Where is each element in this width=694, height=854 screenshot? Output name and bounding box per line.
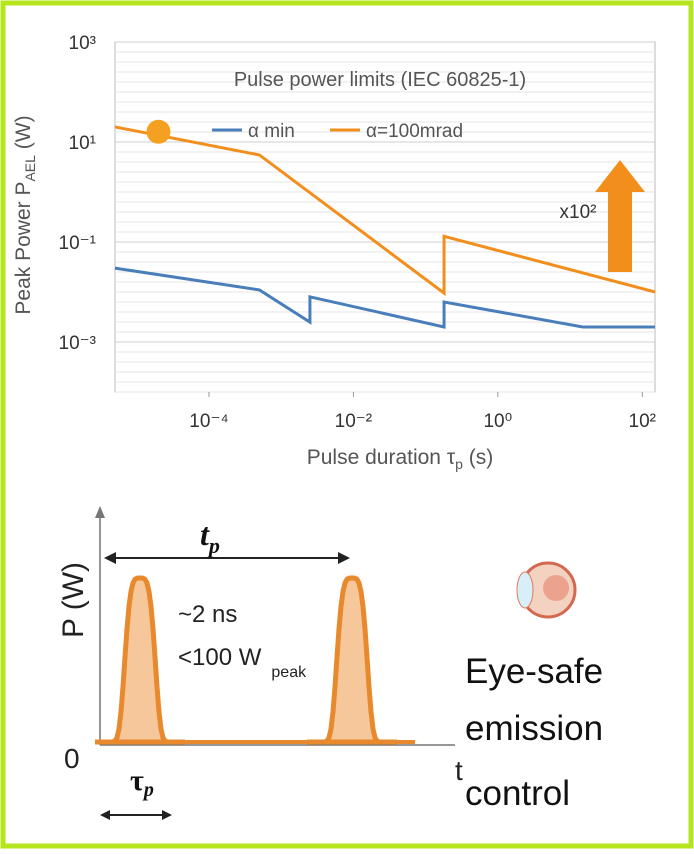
marker — [146, 119, 171, 144]
caption-line: Eye-safe — [465, 652, 603, 691]
x-tick-label: 10⁰ — [483, 411, 512, 432]
pulse-width: ~2 ns — [178, 601, 237, 628]
arrow-head — [100, 810, 110, 820]
annotation: x10² — [560, 202, 597, 223]
caption-line: emission — [465, 709, 603, 748]
x-label-end: (s) — [463, 446, 493, 469]
pulse-diagram: tp P (W) ~2 ns <100 Wpeak 0 t τp Eye-saf… — [57, 506, 603, 820]
y-label-text: Peak Power P — [12, 182, 35, 315]
retina — [543, 575, 569, 601]
grid — [115, 41, 655, 397]
width-sub: p — [142, 779, 154, 801]
period-label: tp — [200, 516, 220, 558]
x-tick-label: 10⁻⁴ — [189, 411, 228, 432]
plot — [114, 119, 656, 329]
period-text: t — [200, 516, 210, 552]
legend-label: α=100mrad — [366, 121, 463, 142]
arrow-head — [104, 552, 116, 564]
x-label-text: Pulse duration τ — [307, 446, 456, 469]
pulses — [95, 575, 415, 745]
y-tick-label: 10¹ — [69, 133, 96, 154]
power-label: P (W) — [57, 562, 90, 638]
width-label: τp — [130, 764, 154, 801]
series-line — [114, 125, 656, 297]
x-axis-label: Pulse duration τp (s) — [307, 446, 494, 472]
pulse — [307, 575, 397, 745]
legend-label: α min — [248, 121, 295, 142]
caption-line: control — [465, 774, 570, 813]
y-label-end: (W) — [12, 115, 35, 155]
zero-label: 0 — [64, 743, 80, 774]
peak-power-text: <100 W — [178, 644, 262, 671]
cornea — [516, 571, 534, 609]
y-tick-label: 10⁻³ — [59, 333, 97, 354]
x-label-sub: p — [455, 456, 463, 472]
period-sub: p — [207, 533, 220, 558]
y-tick-label: 10⁻¹ — [59, 233, 97, 254]
y-axis-label: Peak Power PAEL (W) — [12, 115, 38, 314]
arrow-head — [162, 810, 172, 820]
time-label: t — [455, 755, 463, 786]
peak-power: <100 W peak — [178, 644, 307, 681]
increase-arrow — [595, 160, 645, 272]
x-tick-label: 10² — [629, 411, 656, 432]
chart-title: Pulse power limits (IEC 60825-1) — [234, 69, 526, 91]
peak-power-sub: peak — [271, 664, 307, 681]
series-line — [114, 266, 655, 329]
p-axis-head — [95, 506, 105, 518]
width-text: τ — [130, 764, 144, 797]
y-tick-label: 10³ — [69, 33, 96, 54]
eye-icon — [516, 561, 577, 619]
x-tick-label: 10⁻² — [335, 411, 373, 432]
y-label-sub: AEL — [22, 155, 38, 182]
pulse — [95, 575, 185, 745]
arrow-head — [338, 552, 350, 564]
